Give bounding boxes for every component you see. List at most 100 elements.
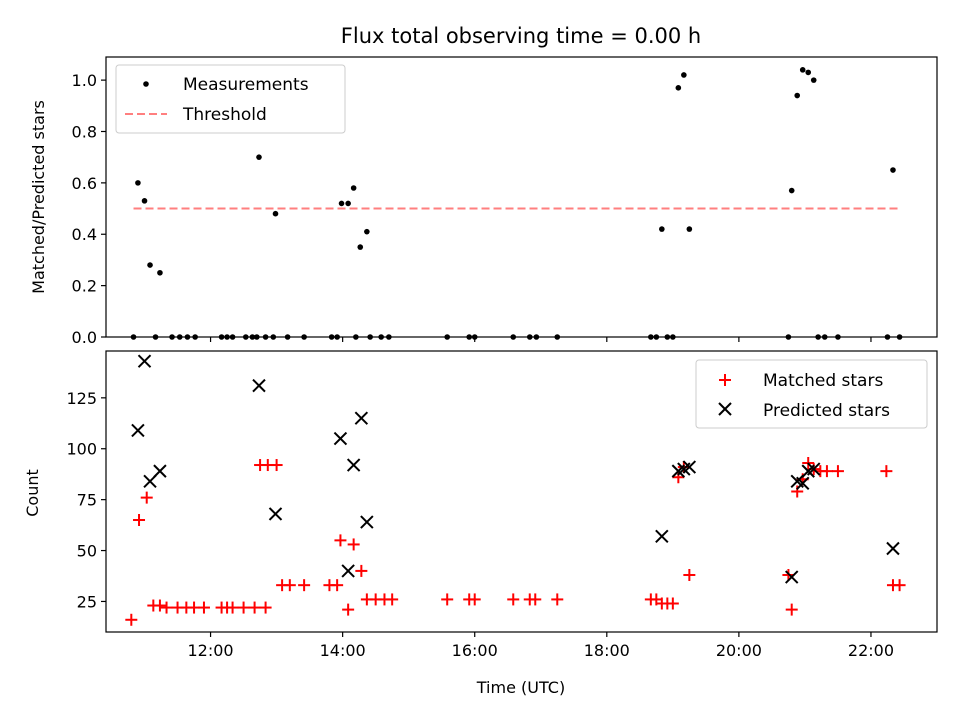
top-legend-frame: [115, 64, 346, 134]
predicted-star-stroke-b: [341, 564, 355, 578]
predicted-star-point: [252, 378, 266, 393]
measurement-point: [135, 180, 141, 186]
measurement-point: [157, 269, 163, 276]
measurement-point: [364, 228, 370, 235]
predicted-star-stroke-b: [346, 458, 361, 472]
predicted-star-point: [796, 476, 810, 491]
x-axis-label: Time (UTC): [476, 678, 565, 697]
bottom-y-axis-label: Count: [23, 469, 42, 517]
predicted-star-stroke-b: [143, 474, 157, 489]
matched-star-point: [283, 579, 296, 592]
measurement-point: [270, 334, 277, 340]
predicted-star-stroke-b: [682, 460, 697, 474]
legend-threshold-label: Threshold: [182, 105, 267, 125]
measurement-point: [664, 334, 671, 340]
matched-star-point: [468, 593, 481, 606]
measurement-point: [815, 334, 821, 340]
predicted-star-stroke-b: [333, 431, 348, 446]
bottom-y-axis: 25 50 75 100 125: [66, 389, 106, 611]
measurement-point: [284, 334, 291, 340]
predicted-star-point: [886, 541, 900, 556]
legend-measurements-marker: [143, 81, 149, 87]
bottom-x-tick-label: 18:00: [584, 641, 630, 660]
measurement-point: [785, 334, 792, 340]
measurement-point: [184, 334, 191, 340]
predicted-star-point: [268, 507, 283, 521]
measurement-point: [262, 334, 269, 340]
top-y-tick-label: 0.0: [72, 328, 97, 347]
predicted-star-point: [137, 354, 152, 368]
measurement-point: [675, 85, 682, 91]
measurement-point: [788, 187, 795, 194]
bottom-legend-frame: [695, 359, 928, 429]
predicted-star-stroke-b: [137, 354, 152, 368]
measurement-point: [367, 334, 373, 340]
legend-predicted-marker: [718, 402, 732, 416]
bottom-y-tick-label: 25: [77, 592, 97, 611]
measurement-point: [378, 334, 384, 340]
predicted-star-stroke-b: [807, 462, 821, 476]
matched-star-point: [529, 593, 542, 606]
matched-star-point: [342, 603, 355, 616]
predicted-star-point: [655, 529, 669, 544]
measurement-point: [821, 334, 828, 340]
predicted-star-stroke-b: [268, 507, 283, 521]
measurement-point: [659, 226, 665, 232]
predicted-star-stroke-b: [153, 464, 167, 478]
bottom-y-tick-label: 100: [66, 440, 97, 459]
measurement-point: [466, 334, 473, 340]
measurement-point: [510, 334, 517, 340]
matched-star-point: [133, 514, 146, 527]
measurement-point: [353, 334, 359, 340]
top-y-tick-label: 0.6: [72, 174, 97, 193]
measurement-point: [176, 334, 183, 340]
matched-star-point: [334, 534, 347, 547]
bottom-x-tick-label: 20:00: [716, 641, 762, 660]
matched-star-point: [831, 465, 844, 478]
matched-star-point: [237, 601, 250, 614]
matched-star-point: [551, 593, 564, 606]
predicted-star-stroke-b: [790, 474, 804, 489]
measurement-point: [141, 198, 148, 204]
measurement-point: [249, 334, 256, 340]
top-y-tick-label: 1.0: [72, 71, 97, 90]
matched-star-point: [880, 465, 893, 478]
measurement-point: [301, 334, 307, 340]
bottom-y-tick-label: 125: [66, 389, 97, 408]
predicted-star-stroke-b: [785, 570, 799, 584]
matched-star-point: [248, 601, 261, 614]
legend-predicted-label: Predicted stars: [763, 401, 890, 421]
measurement-point: [229, 334, 236, 340]
matched-star-point: [355, 564, 368, 577]
measurement-point: [805, 69, 812, 76]
matched-star-point: [298, 579, 311, 592]
bottom-panel: 25 50 75 100 125 12:00 14:00 16:00 18:00 20:00 22…: [23, 350, 938, 697]
matched-star-point: [331, 579, 344, 592]
predicted-star-point: [682, 460, 697, 474]
measurement-point: [338, 200, 345, 207]
measurement-point: [884, 334, 891, 340]
predicted-star-point: [153, 464, 167, 478]
measurement-point: [357, 244, 364, 250]
predicted-star-point: [131, 423, 145, 438]
measurement-point: [224, 334, 230, 340]
matched-star-point: [125, 613, 138, 626]
measurement-point: [670, 334, 676, 340]
measurement-point: [328, 334, 335, 340]
bottom-legend: Matched stars Predicted stars: [695, 359, 928, 429]
predicted-star-point: [354, 411, 369, 425]
matched-stars-points: [125, 456, 906, 626]
top-legend: Measurements Threshold: [115, 64, 346, 134]
predicted-star-point: [785, 570, 799, 584]
legend-matched-marker: [719, 374, 731, 386]
predicted-star-stroke-b: [886, 541, 900, 556]
predicted-star-point: [807, 462, 821, 476]
measurement-point: [653, 334, 660, 340]
chart-title: Flux total observing time = 0.00 h: [341, 24, 701, 48]
matched-star-point: [507, 593, 520, 606]
bottom-x-tick-label: 12:00: [188, 641, 234, 660]
matched-star-point: [197, 601, 210, 614]
top-panel: 0.0 0.2 0.4 0.6 0.8 1.0 Matched/Predicted sta…: [29, 56, 938, 347]
measurement-point: [253, 334, 260, 340]
